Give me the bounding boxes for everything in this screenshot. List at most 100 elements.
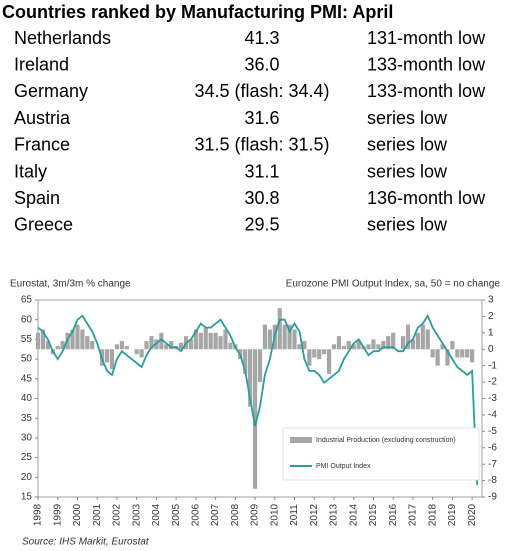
x-tick-label: 2015 (368, 503, 379, 526)
bar (336, 336, 342, 350)
bar (149, 336, 154, 350)
pmi-value: 29.5 (244, 215, 279, 235)
bar (60, 341, 65, 350)
bar (213, 332, 218, 350)
bar (366, 344, 371, 350)
bar (104, 349, 110, 363)
bar (169, 341, 174, 350)
bar (45, 341, 50, 350)
y2-tick-label: -5 (488, 426, 497, 437)
country: Austria (14, 108, 71, 128)
bar (188, 339, 194, 350)
bar (292, 329, 297, 350)
pmi-note: 133-month low (367, 54, 486, 74)
bar (317, 349, 322, 360)
y2-tick-label: -6 (488, 442, 497, 453)
x-tick-label: 2016 (388, 503, 399, 526)
bar (440, 344, 445, 350)
bar (450, 341, 455, 350)
y2-tick-label: -3 (488, 393, 497, 404)
legend-swatch (290, 437, 312, 443)
bar (80, 329, 85, 350)
bar (55, 345, 60, 350)
bar (109, 349, 115, 369)
bar (331, 344, 337, 350)
y2-tick-label: -8 (488, 475, 497, 486)
pmi-note: series low (367, 215, 448, 235)
x-tick-label: 2011 (289, 504, 300, 526)
y-tick-label: 20 (21, 472, 33, 483)
bar (124, 345, 129, 350)
bar (425, 329, 430, 350)
x-tick-label: 2007 (210, 503, 221, 526)
bar (391, 332, 396, 350)
y2-tick-label: -9 (488, 492, 497, 503)
x-tick-label: 2008 (230, 503, 241, 526)
bar (159, 332, 164, 350)
bar (371, 339, 376, 350)
bar (40, 329, 46, 350)
x-tick-label: 2013 (329, 503, 340, 526)
x-tick-label: 2003 (131, 503, 142, 526)
y2-tick-label: -7 (488, 459, 497, 470)
bar (139, 349, 144, 358)
legend-box (282, 427, 480, 481)
legend-label: Industrial Production (excluding constru… (316, 437, 456, 444)
pmi-note: 133-month low (367, 81, 486, 101)
country: Greece (14, 215, 73, 235)
table-title: Countries ranked by Manufacturing PMI: A… (2, 2, 393, 22)
left-label: Eurostat, 3m/3m % change (10, 279, 131, 290)
bar (198, 332, 203, 350)
y2-tick-label: 1 (488, 327, 494, 338)
country: Spain (14, 188, 60, 208)
pmi-note: series low (367, 161, 448, 181)
bar (400, 336, 406, 350)
bar (326, 349, 332, 374)
bar (341, 345, 346, 350)
bar (376, 344, 381, 350)
y-tick-label: 55 (21, 334, 33, 345)
bar (262, 324, 268, 350)
country: Italy (14, 161, 47, 181)
bar (356, 341, 361, 350)
bar (405, 324, 411, 350)
bar (415, 332, 420, 350)
bar (85, 336, 90, 350)
pmi-value: 31.6 (244, 108, 279, 128)
x-tick-label: 2004 (151, 503, 162, 526)
y-tick-label: 65 (21, 295, 33, 306)
bar (351, 344, 356, 350)
pmi-value: 31.5 (flash: 31.5) (194, 135, 329, 155)
x-tick-label: 2002 (112, 503, 123, 526)
bar (164, 344, 169, 350)
country: Ireland (14, 54, 69, 74)
country: France (14, 135, 70, 155)
x-tick-label: 2009 (250, 503, 261, 526)
x-tick-label: 1998 (33, 503, 44, 526)
x-tick-label: 2000 (72, 503, 83, 526)
y-tick-label: 30 (21, 433, 33, 444)
bar (144, 341, 149, 350)
pmi-value: 34.5 (flash: 34.4) (194, 81, 329, 101)
country: Germany (14, 81, 88, 101)
bar (114, 344, 120, 350)
bar (248, 349, 253, 407)
table: Netherlands 41.3 131-month low Ireland 36.0 1… (14, 28, 486, 235)
x-tick-label: 1999 (52, 503, 63, 526)
right-label: Eurozone PMI Output Index, sa, 50 = no c… (286, 279, 501, 290)
pmi-value: 41.3 (244, 28, 279, 48)
pmi-value: 31.1 (244, 161, 279, 181)
bar (257, 349, 263, 383)
bar (460, 349, 465, 358)
y-tick-label: 25 (21, 452, 33, 463)
bar (70, 329, 75, 350)
plot: 1520253035404550556065-9-8-7-6-5-4-3-2-1… (21, 295, 497, 526)
bar (252, 349, 258, 489)
line (37, 313, 478, 486)
bar (435, 349, 440, 366)
y-tick-label: 60 (21, 314, 33, 325)
x-tick-label: 2014 (348, 503, 359, 526)
bar (465, 349, 470, 358)
